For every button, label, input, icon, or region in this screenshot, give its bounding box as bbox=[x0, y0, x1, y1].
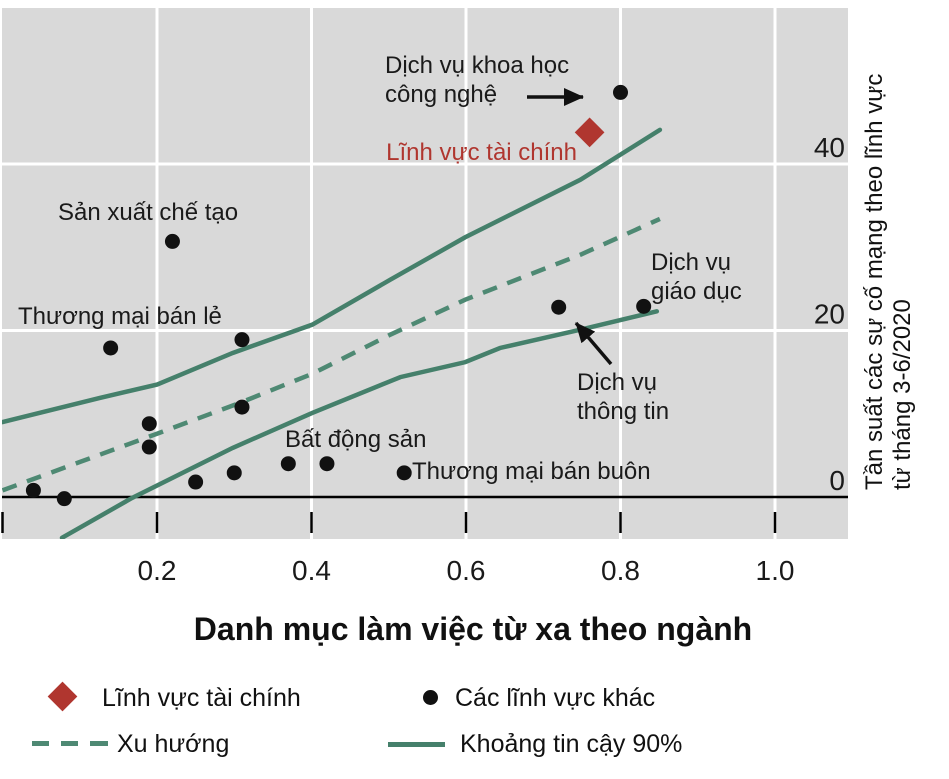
data-point-other bbox=[613, 84, 628, 100]
axis-layer bbox=[1, 495, 848, 533]
data-points bbox=[25, 84, 652, 507]
annotation-arrows bbox=[527, 88, 613, 366]
annotation-label: Dịch vụ bbox=[651, 249, 731, 276]
annotation-label: Dịch vụ bbox=[577, 369, 657, 396]
data-point-other bbox=[188, 474, 204, 490]
trend-and-ci-curves bbox=[2, 127, 663, 539]
y-axis-title-line1: Tần suất các sự cố mạng theo lĩnh vực bbox=[861, 74, 888, 490]
data-point-other bbox=[164, 233, 180, 249]
annotation-label: Dịch vụ khoa học bbox=[385, 52, 569, 79]
legend-label-trend: Xu hướng bbox=[117, 730, 230, 758]
data-point-other bbox=[234, 332, 250, 348]
tick-labels: 0.2 0.4 0.6 0.8 1.0 0 20 40 bbox=[138, 132, 845, 586]
trend-line bbox=[2, 216, 661, 493]
x-tick-label: 0.6 bbox=[447, 555, 486, 586]
x-axis-title: Danh mục làm việc từ xa theo ngành bbox=[194, 611, 752, 647]
y-tick-label: 0 bbox=[829, 465, 845, 496]
legend-label-finance: Lĩnh vực tài chính bbox=[102, 684, 301, 712]
data-point-other bbox=[141, 439, 157, 455]
y-tick-label: 40 bbox=[814, 132, 845, 163]
ci-upper-line bbox=[2, 127, 663, 425]
data-point-other bbox=[141, 416, 157, 432]
x-tick-label: 0.4 bbox=[292, 555, 331, 586]
y-axis-title-line2: từ tháng 3-6/2020 bbox=[889, 299, 916, 490]
data-point-other bbox=[226, 465, 242, 481]
annotation-label: Thương mại bán lẻ bbox=[18, 303, 222, 330]
annotation-label: Sản xuất chế tạo bbox=[58, 199, 238, 226]
y-tick-label: 20 bbox=[814, 299, 845, 330]
annotation-label: thông tin bbox=[577, 398, 669, 425]
annotation-label: Bất động sản bbox=[285, 426, 426, 453]
data-point-other bbox=[234, 399, 250, 415]
ci-line-swatch bbox=[388, 742, 445, 747]
x-tick-label: 0.2 bbox=[138, 555, 177, 586]
data-point-other bbox=[25, 482, 41, 498]
x-tick-label: 0.8 bbox=[601, 555, 640, 586]
data-point-other bbox=[551, 299, 567, 315]
annotation-label: Thương mại bán buôn bbox=[412, 458, 651, 485]
annotation-arrow bbox=[574, 321, 613, 366]
data-point-other bbox=[56, 491, 72, 507]
trend-dash-swatch bbox=[61, 741, 78, 746]
trend-dash-swatch bbox=[90, 741, 108, 746]
data-point-other bbox=[280, 456, 296, 472]
data-point-other bbox=[396, 465, 412, 481]
data-point-other bbox=[636, 298, 652, 314]
legend-label-ci: Khoảng tin cậy 90% bbox=[460, 730, 683, 758]
legend-label-others: Các lĩnh vực khác bbox=[455, 684, 656, 712]
data-point-other bbox=[103, 340, 119, 356]
x-tick-label: 1.0 bbox=[756, 555, 795, 586]
annotation-label: Lĩnh vực tài chính bbox=[386, 139, 577, 166]
ci-lower-line bbox=[59, 309, 660, 539]
finance-diamond-swatch bbox=[47, 681, 78, 712]
data-point-other bbox=[319, 456, 335, 472]
trend-dash-swatch bbox=[32, 741, 49, 746]
annotation-label: giáo dục bbox=[651, 278, 742, 305]
annotation-label: công nghệ bbox=[385, 81, 497, 108]
others-dot-swatch bbox=[423, 690, 438, 705]
